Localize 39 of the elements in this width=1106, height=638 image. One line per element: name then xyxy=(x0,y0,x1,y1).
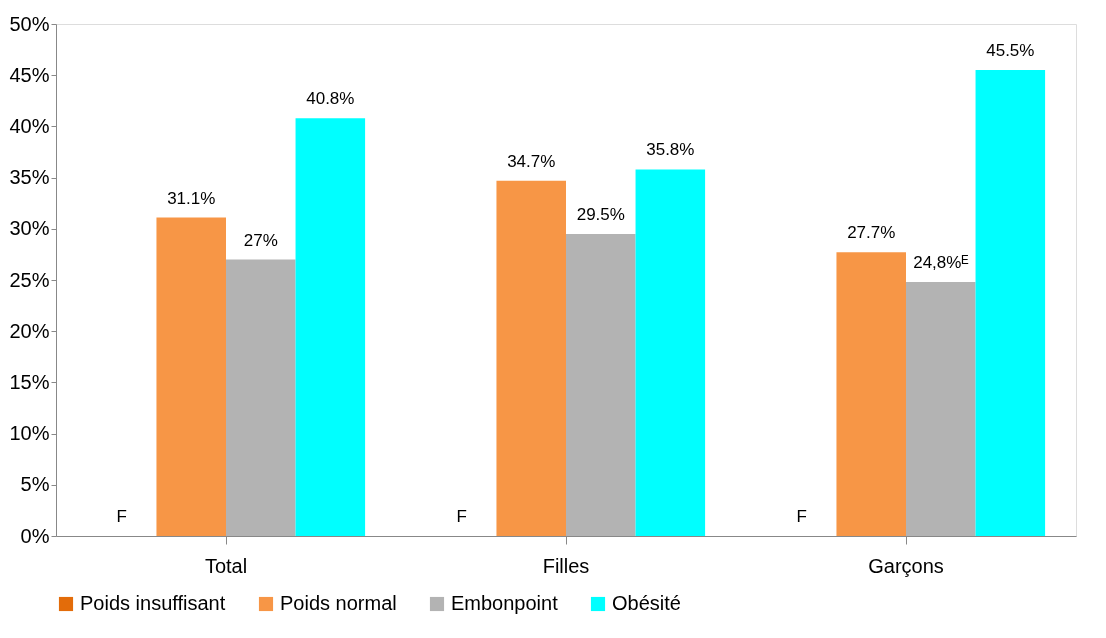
x-tick-label: Total xyxy=(204,554,248,577)
bar xyxy=(975,70,1046,536)
bar xyxy=(566,233,636,536)
text: F xyxy=(796,507,807,526)
bar xyxy=(635,169,706,536)
bar xyxy=(226,259,296,536)
y-tick-label: 45% xyxy=(9,63,50,86)
data-label: 27% xyxy=(243,230,278,250)
bar xyxy=(496,180,566,536)
x-tick-label: Garçons xyxy=(868,554,944,577)
y-tick-label: 5% xyxy=(20,473,50,496)
data-label: 24,8%ᴱ xyxy=(913,253,969,273)
y-tick-label: 50% xyxy=(9,12,50,35)
y-tick-label: 40% xyxy=(9,114,50,137)
bar xyxy=(836,252,906,536)
text: F xyxy=(116,507,127,526)
text: F xyxy=(456,507,467,526)
legend-label: Obésité xyxy=(612,592,681,614)
y-tick-label: 0% xyxy=(20,524,50,547)
data-label: 35.8% xyxy=(646,140,695,160)
legend-label: Poids insuffisant xyxy=(80,592,226,614)
legend-label: Poids normal xyxy=(280,592,397,614)
data-label: 27.7% xyxy=(847,223,896,243)
y-tick-label: 30% xyxy=(9,217,50,240)
y-tick-label: 35% xyxy=(9,166,50,189)
data-label: 45.5% xyxy=(986,41,1035,61)
legend-label: Embonpoint xyxy=(451,592,559,614)
y-tick-label: 10% xyxy=(9,422,50,445)
data-label: 31.1% xyxy=(167,188,216,208)
data-label: 40.8% xyxy=(306,89,355,109)
data-label: 29.5% xyxy=(576,204,625,224)
bar xyxy=(295,118,366,536)
y-tick-label: 15% xyxy=(9,370,50,393)
x-tick-label: Filles xyxy=(542,554,590,577)
bar xyxy=(156,217,226,536)
bar xyxy=(906,282,976,536)
y-tick-label: 20% xyxy=(9,319,50,342)
y-tick-label: 25% xyxy=(9,268,50,291)
data-label: 34.7% xyxy=(507,151,556,171)
